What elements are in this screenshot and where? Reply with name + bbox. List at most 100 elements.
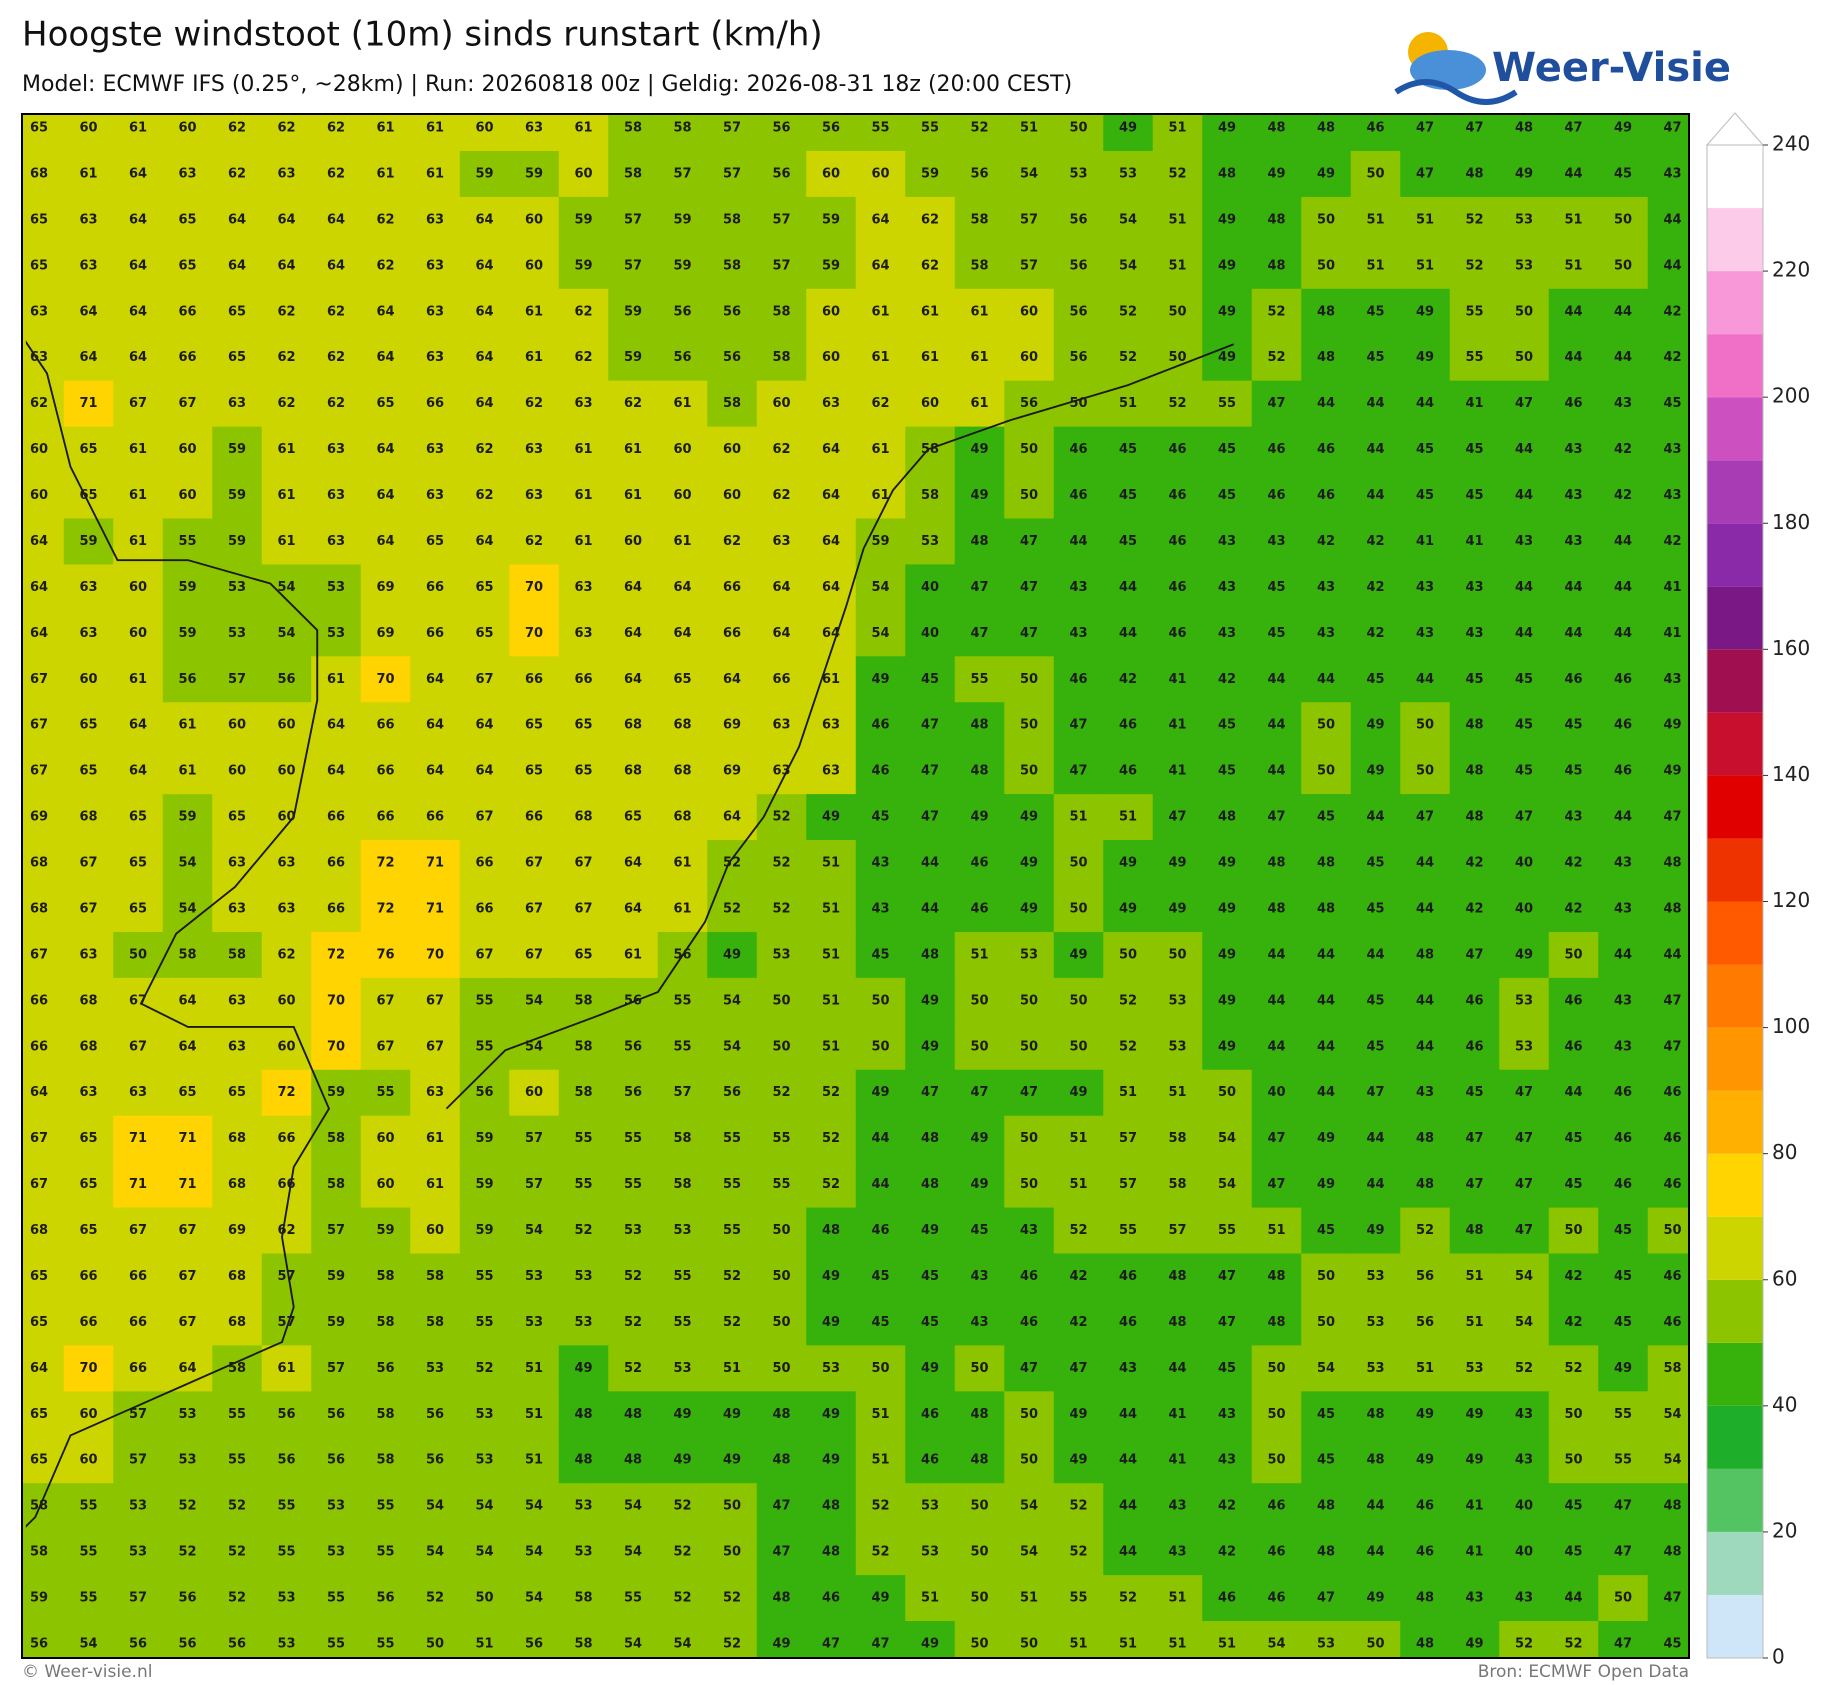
cell — [608, 380, 659, 428]
value-label: 61 — [277, 442, 295, 457]
value-label: 47 — [1416, 166, 1434, 181]
value-label: 65 — [228, 350, 246, 365]
value-label: 54 — [723, 993, 741, 1008]
cell — [954, 114, 1005, 152]
value-label: 51 — [1069, 1131, 1087, 1146]
cell — [509, 114, 560, 152]
value-label: 49 — [1119, 856, 1137, 871]
value-label: 65 — [79, 1223, 97, 1238]
value-label: 72 — [327, 947, 345, 962]
cell — [1251, 334, 1302, 382]
value-label: 46 — [1119, 718, 1137, 733]
value-label: 61 — [129, 442, 147, 457]
value-label: 46 — [970, 901, 988, 916]
value-label: 59 — [327, 1269, 345, 1284]
cell — [1103, 150, 1154, 198]
value-label: 43 — [1564, 810, 1582, 825]
value-label: 45 — [1663, 396, 1681, 411]
value-label: 45 — [1317, 1223, 1335, 1238]
value-label: 51 — [1020, 1591, 1038, 1606]
value-label: 43 — [1119, 1361, 1137, 1376]
cell — [63, 426, 114, 474]
value-label: 44 — [1267, 947, 1285, 962]
value-label: 64 — [129, 764, 147, 779]
value-label: 67 — [574, 856, 592, 871]
value-label: 54 — [475, 1545, 493, 1560]
cell — [1103, 794, 1154, 841]
value-label: 65 — [129, 901, 147, 916]
cell — [806, 426, 857, 474]
value-label: 65 — [178, 258, 196, 273]
colorbar-segment — [1707, 208, 1763, 272]
value-label: 50 — [1564, 1223, 1582, 1238]
value-label: 49 — [1069, 1407, 1087, 1422]
cell — [410, 196, 461, 244]
value-label: 43 — [1614, 993, 1632, 1008]
cell — [1103, 242, 1154, 290]
cell — [1152, 564, 1203, 611]
cell — [509, 702, 560, 749]
value-label: 43 — [970, 1269, 988, 1284]
cell — [657, 840, 708, 887]
cell — [311, 702, 362, 749]
value-label: 67 — [475, 672, 493, 687]
cell — [162, 380, 213, 428]
value-label: 44 — [1614, 947, 1632, 962]
value-label: 59 — [921, 166, 939, 181]
value-label: 50 — [1020, 718, 1038, 733]
value-label: 50 — [1168, 304, 1186, 319]
value-label: 52 — [1267, 350, 1285, 365]
value-label: 47 — [1614, 1499, 1632, 1514]
value-label: 67 — [178, 1315, 196, 1330]
cell — [707, 242, 758, 290]
cell — [954, 610, 1005, 657]
cell — [1499, 472, 1550, 519]
value-label: 65 — [228, 304, 246, 319]
cell — [113, 150, 164, 198]
value-label: 48 — [1416, 1591, 1434, 1606]
value-label: 43 — [1069, 580, 1087, 595]
cell — [22, 886, 65, 933]
value-label: 44 — [1168, 1361, 1186, 1376]
value-label: 58 — [1663, 1361, 1681, 1376]
cell — [360, 564, 411, 611]
cell — [1400, 380, 1451, 428]
cell — [707, 334, 758, 382]
value-label: 53 — [574, 1499, 592, 1514]
cell — [1647, 114, 1689, 152]
value-label: 58 — [574, 1085, 592, 1100]
cell — [954, 426, 1005, 474]
cell — [608, 472, 659, 519]
value-label: 50 — [970, 993, 988, 1008]
value-label: 55 — [1465, 350, 1483, 365]
value-label: 67 — [426, 1039, 444, 1054]
value-label: 53 — [327, 580, 345, 595]
value-label: 47 — [1663, 993, 1681, 1008]
value-label: 43 — [1416, 1085, 1434, 1100]
value-label: 45 — [1416, 488, 1434, 503]
value-label: 48 — [1465, 166, 1483, 181]
cell — [1152, 196, 1203, 244]
cell — [1449, 114, 1500, 152]
value-label: 68 — [228, 1131, 246, 1146]
cell — [509, 150, 560, 198]
cell — [1350, 564, 1401, 611]
value-label: 41 — [1465, 1499, 1483, 1514]
cell — [311, 472, 362, 519]
value-label: 68 — [79, 810, 97, 825]
value-label: 56 — [327, 1453, 345, 1468]
value-label: 63 — [277, 901, 295, 916]
cell — [1251, 150, 1302, 198]
value-label: 45 — [1416, 442, 1434, 457]
value-label: 57 — [129, 1591, 147, 1606]
value-label: 50 — [1119, 947, 1137, 962]
value-label: 58 — [376, 1407, 394, 1422]
cell — [22, 702, 65, 749]
value-label: 67 — [30, 764, 48, 779]
value-label: 48 — [1267, 1315, 1285, 1330]
value-label: 50 — [426, 1637, 444, 1652]
value-label: 60 — [525, 1085, 543, 1100]
cell — [63, 886, 114, 933]
value-label: 62 — [30, 396, 48, 411]
value-label: 49 — [921, 1361, 939, 1376]
